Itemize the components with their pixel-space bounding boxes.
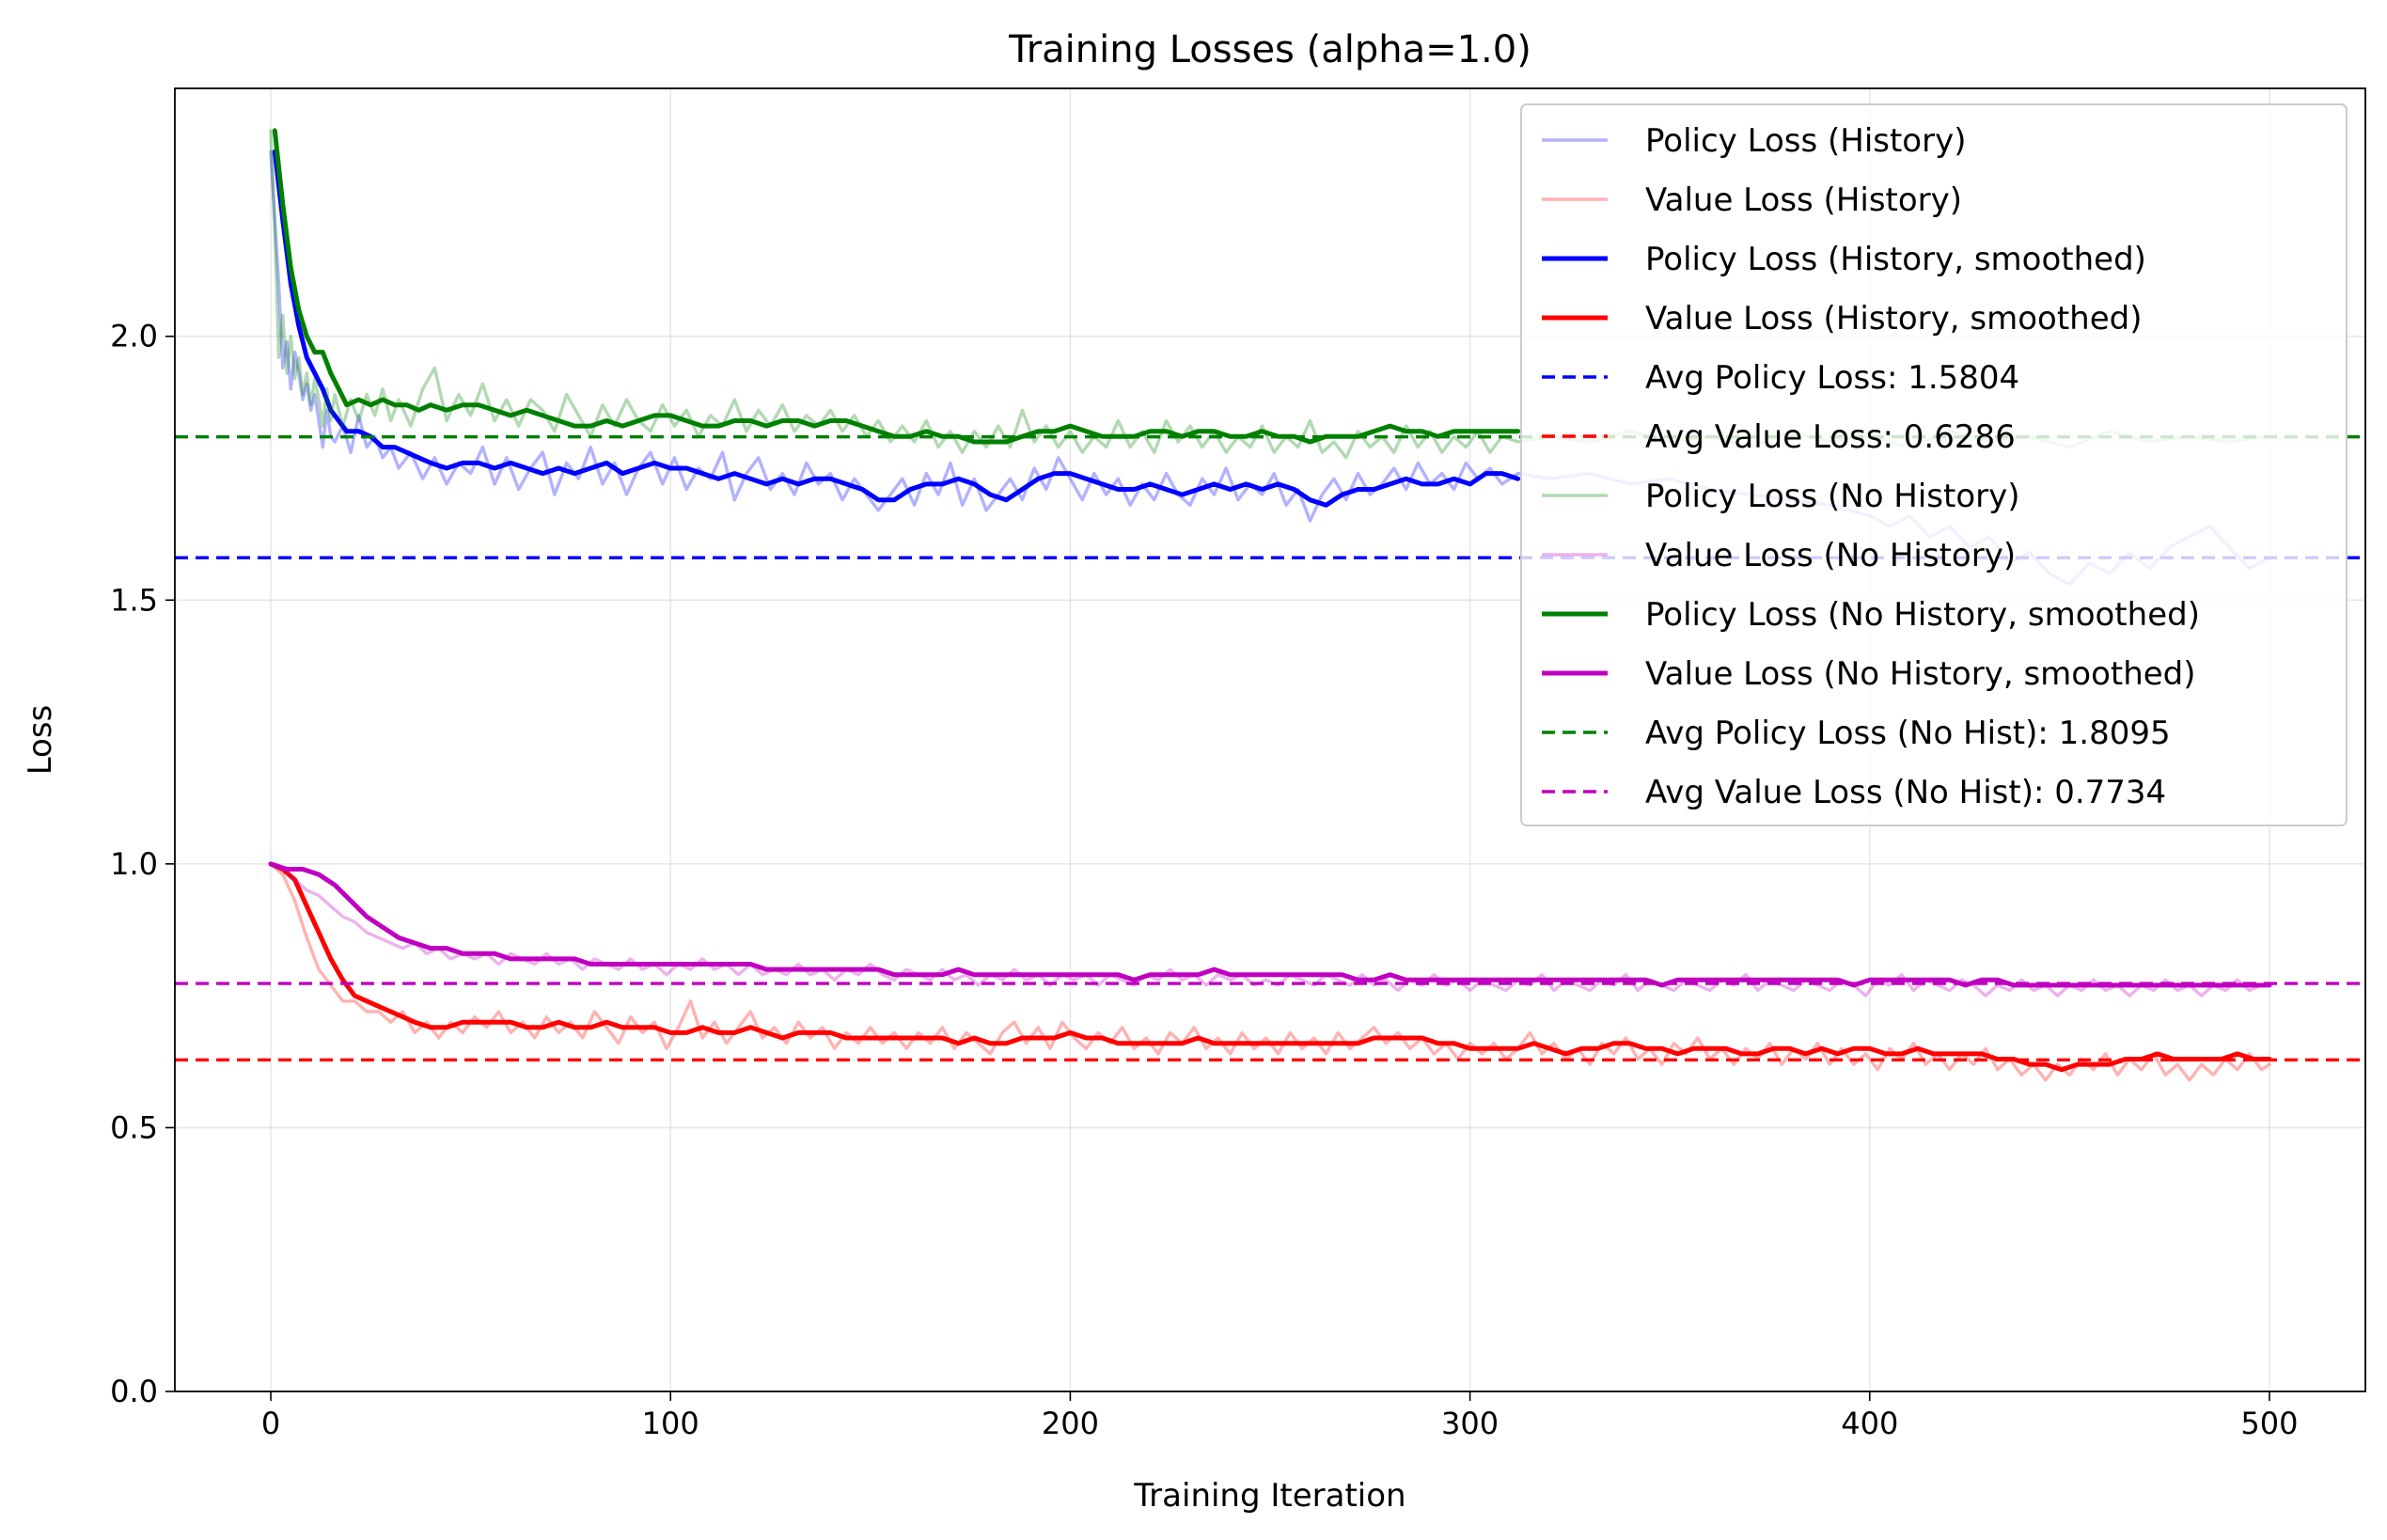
legend-box bbox=[1520, 103, 2348, 826]
y-axis-label: Loss bbox=[22, 705, 59, 776]
series-value-loss-history-smoothed bbox=[268, 861, 2272, 1073]
legend-label: Avg Value Loss (No Hist): 0.7734 bbox=[1645, 774, 2166, 811]
y-tick-label: 0.0 bbox=[110, 1374, 158, 1409]
legend-label: Policy Loss (No History) bbox=[1645, 478, 2020, 515]
legend-label: Value Loss (History, smoothed) bbox=[1645, 300, 2142, 338]
x-tick-label: 300 bbox=[1441, 1406, 1499, 1441]
plot-frame bbox=[174, 87, 2366, 1392]
legend-label: Avg Policy Loss: 1.5804 bbox=[1645, 359, 2019, 397]
x-axis-label: Training Iteration bbox=[1133, 1477, 1406, 1515]
legend-label: Value Loss (No History, smoothed) bbox=[1645, 655, 2196, 693]
x-tick-label: 100 bbox=[642, 1406, 699, 1441]
series-value-loss-no-history-smoothed bbox=[268, 861, 2272, 988]
y-tick-label: 1.0 bbox=[110, 846, 158, 882]
y-tick-label: 1.5 bbox=[110, 582, 158, 618]
ticks-layer: 0 100 200 300 400 500 0.0 0.5 1.0 1.5 2.0 bbox=[110, 319, 2298, 1441]
legend-label: Policy Loss (History, smoothed) bbox=[1645, 241, 2146, 278]
x-tick-label: 200 bbox=[1042, 1406, 1099, 1441]
legend-label: Avg Policy Loss (No Hist): 1.8095 bbox=[1645, 715, 2171, 752]
legend-label: Value Loss (No History) bbox=[1645, 537, 2016, 574]
legend-label: Policy Loss (No History, smoothed) bbox=[1645, 596, 2200, 634]
y-tick-label: 0.5 bbox=[110, 1109, 158, 1145]
x-tick-label: 0 bbox=[261, 1406, 280, 1441]
legend-label: Policy Loss (History) bbox=[1645, 122, 1966, 160]
legend: Policy Loss (History) Value Loss (History… bbox=[1520, 103, 2348, 826]
x-tick-label: 400 bbox=[1841, 1406, 1898, 1441]
legend-label: Value Loss (History) bbox=[1645, 181, 1962, 219]
y-tick-label: 2.0 bbox=[110, 319, 158, 354]
chart-title: Training Losses (alpha=1.0) bbox=[1008, 28, 1531, 71]
legend-label: Avg Value Loss: 0.6286 bbox=[1645, 418, 2016, 456]
x-tick-label: 500 bbox=[2240, 1406, 2298, 1441]
series-policy-loss-history-smoothed bbox=[272, 149, 1521, 508]
series-policy-loss-no-history bbox=[269, 129, 2271, 460]
